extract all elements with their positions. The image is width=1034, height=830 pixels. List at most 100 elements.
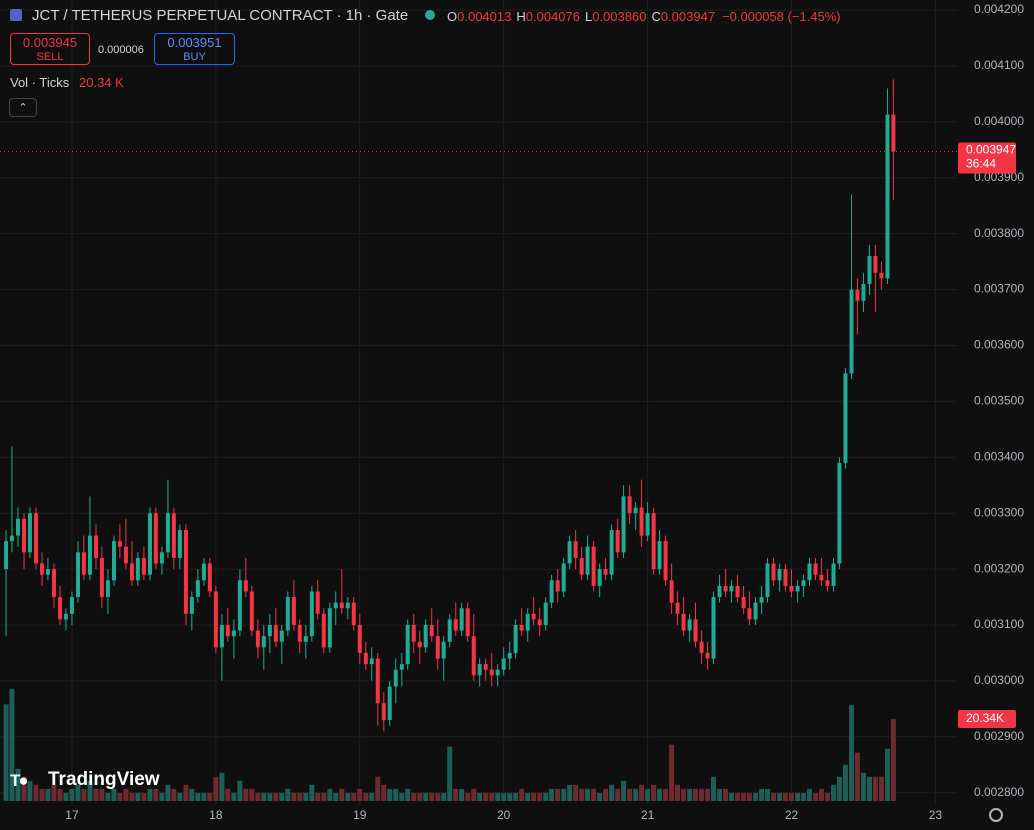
y-tick-label: 0.003500	[974, 394, 1024, 408]
volume-bar	[872, 776, 878, 801]
candle-body	[495, 669, 500, 676]
volume-bar	[375, 776, 381, 801]
volume-bar	[117, 792, 123, 801]
volume-bar	[771, 792, 777, 801]
volume-bar	[405, 788, 411, 801]
volume-bar	[489, 792, 495, 801]
candle-body	[429, 624, 434, 637]
ohlc-legend: O 0.004013 H 0.004076 L 0.003860 C 0.003947 …	[447, 9, 841, 24]
candle-body	[249, 591, 254, 631]
volume-bar	[87, 780, 93, 801]
volume-bar	[806, 788, 812, 801]
volume-bar	[878, 776, 884, 801]
candle-body	[555, 580, 560, 592]
y-tick-label: 0.004200	[974, 2, 1024, 16]
candle-body	[501, 658, 506, 670]
y-tick-label: 0.003800	[974, 226, 1024, 240]
volume-bar	[836, 776, 842, 801]
y-tick-label: 0.004100	[974, 58, 1024, 72]
candle-body	[525, 613, 530, 631]
candle-body	[291, 597, 296, 625]
candle-body	[207, 563, 212, 592]
candle-body	[507, 652, 512, 659]
candle-body	[111, 541, 116, 581]
candle-body	[135, 557, 140, 581]
candle-body	[441, 641, 446, 659]
indicator-value: 20.34 K	[79, 75, 124, 90]
volume-bar	[842, 764, 848, 801]
volume-bar	[609, 784, 615, 801]
sell-button[interactable]: 0.003945 SELL	[10, 33, 90, 65]
candle-body	[309, 591, 314, 637]
buy-label: BUY	[183, 51, 206, 63]
candle-body	[357, 624, 362, 653]
volume-bar	[291, 792, 297, 801]
volume-bar	[21, 776, 27, 801]
settings-icon[interactable]	[989, 808, 1003, 822]
buy-button[interactable]: 0.003951 BUY	[154, 33, 235, 65]
candle-body	[777, 569, 782, 581]
volume-bar	[399, 792, 405, 801]
candle-body	[183, 529, 188, 614]
volume-bar	[795, 792, 801, 801]
volume-bar	[884, 748, 890, 801]
volume-bar	[297, 792, 303, 801]
volume-bar	[890, 719, 896, 801]
volume-bar	[633, 788, 639, 801]
volume-bar	[69, 788, 75, 801]
volume-bar	[411, 792, 417, 801]
volume-bar	[237, 780, 243, 801]
volume-bar	[249, 788, 255, 801]
candle-body	[213, 591, 218, 648]
candle-body	[399, 664, 404, 670]
legend-change: −0.000058 (−1.45%)	[722, 9, 841, 24]
candle-body	[489, 669, 494, 676]
x-tick-label: 23	[929, 808, 943, 822]
candle-body	[117, 541, 122, 547]
legend-value: 0.004076	[525, 9, 580, 24]
y-tick-label: 0.003300	[974, 505, 1024, 519]
volume-bar	[537, 792, 543, 801]
volume-bar	[219, 772, 225, 801]
collapse-button[interactable]: ⌃	[9, 98, 37, 117]
volume-bar	[15, 768, 21, 801]
candle-body	[795, 585, 800, 592]
candle-body	[663, 541, 668, 581]
volume-bar	[741, 792, 747, 801]
volume-bar	[657, 788, 663, 801]
candle-body	[339, 602, 344, 609]
candle-body	[93, 535, 98, 558]
volume-bar	[45, 788, 51, 801]
y-tick-label: 0.003100	[974, 617, 1024, 631]
candle-body	[639, 507, 644, 536]
y-tick-label: 0.002900	[974, 729, 1024, 743]
candle-body	[279, 630, 284, 642]
volume-bar	[51, 784, 57, 801]
logo-mark: T●	[10, 771, 29, 790]
volume-bar	[519, 788, 525, 801]
candle-body	[87, 535, 92, 575]
volume-bar	[507, 792, 513, 801]
candle-body	[369, 658, 374, 665]
logo-text: TradingView	[48, 769, 160, 790]
volume-bar	[141, 792, 147, 801]
candle-body	[885, 114, 890, 279]
candle-body	[9, 535, 14, 542]
volume-bar	[63, 792, 69, 801]
volume-bar	[303, 792, 309, 801]
volume-bar	[3, 704, 9, 801]
candle-body	[345, 602, 350, 609]
candle-body	[45, 569, 50, 575]
volume-bar	[699, 788, 705, 801]
volume-bar	[615, 788, 621, 801]
candle-body	[381, 703, 386, 721]
y-tick-label: 0.003700	[974, 282, 1024, 296]
volume-bar	[267, 792, 273, 801]
candle-body	[807, 563, 812, 581]
volume-bar	[789, 792, 795, 801]
price-tag-label: 0.003947	[966, 143, 1016, 157]
candle-body	[651, 513, 656, 570]
candle-body	[591, 546, 596, 586]
candle-body	[861, 283, 866, 301]
